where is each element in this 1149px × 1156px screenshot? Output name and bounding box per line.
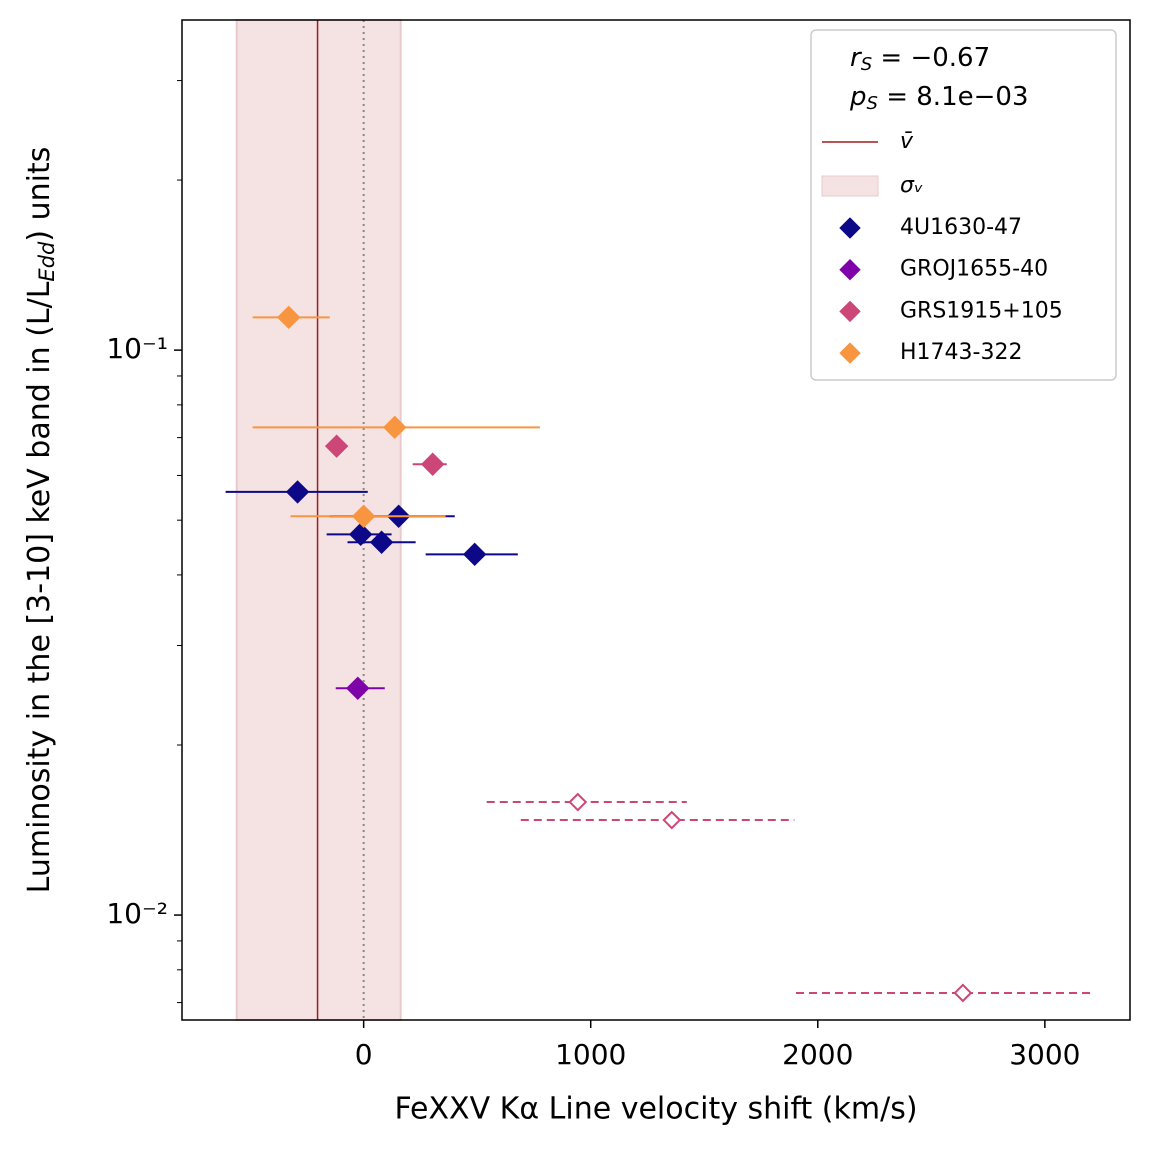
data-point [383,415,407,440]
data-point [568,792,588,812]
x-tick-label: 1000 [555,1038,626,1071]
legend-label: v̄ [900,129,914,154]
x-axis-label: FeXXV Kα Line velocity shift (km/s) [394,1092,917,1127]
legend-marker [839,342,861,364]
data-point [324,434,349,458]
legend-marker [839,300,861,323]
stat-sub: S [861,54,872,75]
sigma-band [235,19,402,1021]
x-tick-label: 3000 [1009,1038,1080,1071]
legend-label: 4U1630-47 [900,215,1022,240]
x-tick-label: 0 [355,1038,373,1071]
data-point [662,810,682,830]
data-point [420,452,445,476]
data-point [953,983,973,1003]
data-point [462,542,487,567]
y-axis-label: Luminosity in the [3-10] keV band in (L/… [22,147,60,894]
stat-annotation: rS = −0.67 [850,43,990,76]
stat-sub: S [867,93,878,114]
stat-text: = 8.1e−03 [878,82,1029,112]
y-tick-label: 10⁻² [106,897,168,930]
data-point [369,530,394,554]
data-point [351,504,376,528]
legend-marker [839,217,861,239]
legend-marker [839,258,861,281]
stat-symbol: p [849,82,867,112]
stat-annotation: pS = 8.1e−03 [849,82,1028,115]
data-point [285,480,310,504]
data-point [346,676,370,700]
legend-box [810,29,1117,381]
legend-label: GROJ1655-40 [900,257,1048,282]
legend-label: H1743-322 [900,340,1022,365]
stat-text: = −0.67 [872,43,990,73]
y-tick-label: 10⁻¹ [106,332,168,365]
stat-symbol: r [850,43,863,73]
data-point [277,305,301,330]
data-point [348,522,373,547]
legend-band [821,175,879,197]
legend-label: GRS1915+105 [900,298,1063,323]
plot-frame [181,19,1131,1021]
legend-label: σᵥ [900,173,923,198]
x-tick-label: 2000 [782,1038,853,1071]
